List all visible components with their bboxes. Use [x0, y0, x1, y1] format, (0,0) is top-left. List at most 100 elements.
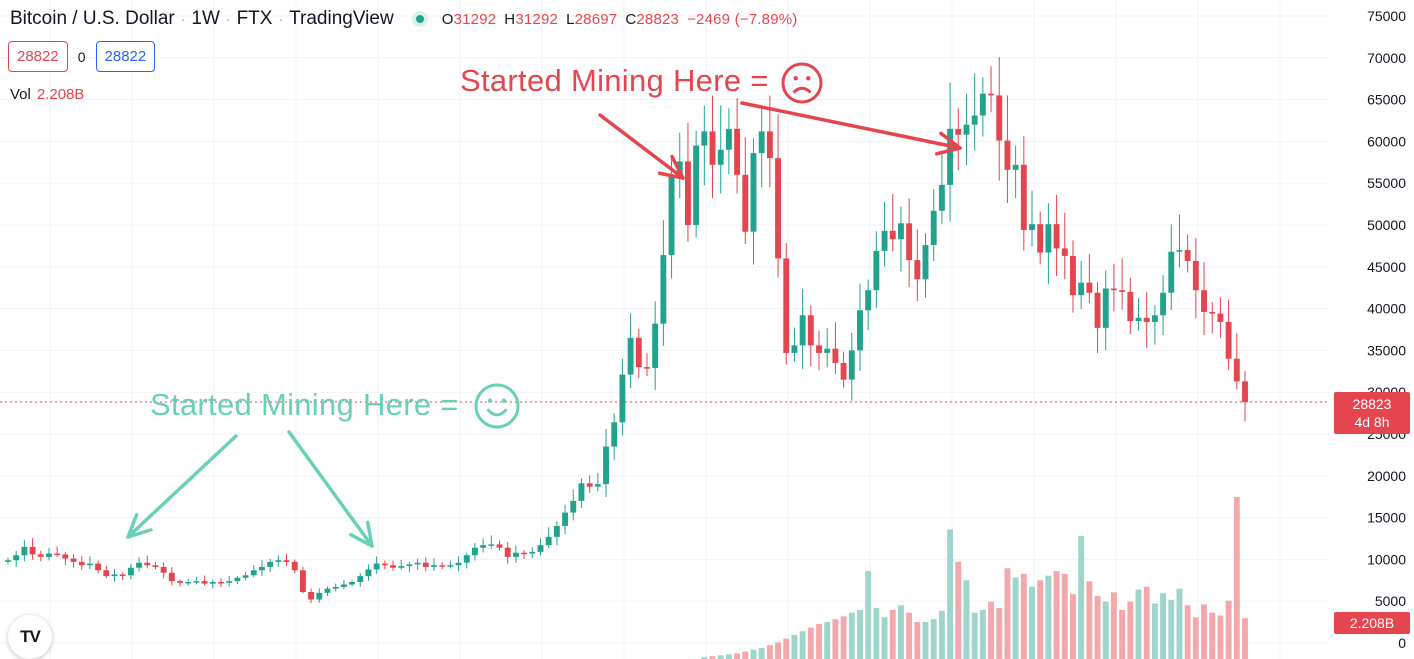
- candle-body: [996, 95, 1003, 141]
- sad-face-icon-mouth: [792, 86, 812, 94]
- arrow-to-early-base: [126, 434, 238, 539]
- candle-body: [406, 564, 413, 567]
- volume-bar: [881, 617, 888, 659]
- price-tick-label: 0: [1398, 635, 1406, 651]
- candle-body: [611, 422, 618, 447]
- candle-body: [275, 560, 282, 562]
- volume-bar: [1127, 601, 1134, 659]
- volume-bar: [1135, 589, 1142, 659]
- spread-value: 0: [77, 48, 86, 65]
- volume-bar: [1110, 592, 1117, 659]
- candle-body: [78, 561, 85, 566]
- candle-body: [13, 555, 20, 561]
- candle-body: [521, 552, 528, 555]
- open-value: 31292: [453, 10, 497, 28]
- volume-bar: [873, 608, 880, 659]
- candle-body: [627, 337, 634, 375]
- buy-button[interactable]: 28822: [95, 41, 156, 72]
- volume-bar: [897, 605, 904, 659]
- price-tick-label: 40000: [1367, 301, 1406, 317]
- candle-body: [431, 565, 437, 567]
- candle-body: [340, 584, 347, 587]
- candle-body: [95, 563, 102, 571]
- candle-body: [291, 561, 298, 571]
- candle-body: [267, 561, 274, 567]
- price-tick-label: 45000: [1367, 259, 1406, 275]
- sad-face-icon: [781, 62, 823, 104]
- candle-body: [824, 348, 831, 353]
- candle-body: [914, 260, 921, 280]
- candle-body: [422, 562, 429, 567]
- candle-body: [357, 576, 364, 582]
- candle-body: [889, 230, 896, 240]
- candle-body: [226, 581, 233, 583]
- candle-body: [848, 350, 855, 380]
- candle-body: [349, 581, 356, 585]
- volume-bar: [1045, 575, 1052, 659]
- candle-body: [1102, 288, 1109, 328]
- volume-bar: [1012, 577, 1019, 659]
- candle-body: [455, 562, 462, 566]
- chart-legend: Bitcoin / U.S. Dollar · 1W · FTX · Tradi…: [10, 8, 797, 30]
- candle-body: [537, 545, 544, 552]
- sell-button[interactable]: 28822: [8, 41, 68, 72]
- volume-bar: [709, 656, 716, 659]
- volume-bar: [750, 649, 757, 659]
- candle-body: [398, 566, 405, 568]
- volume-bar: [1192, 617, 1199, 659]
- volume-bar: [742, 651, 749, 659]
- candle-body: [701, 131, 708, 146]
- candle-body: [127, 567, 134, 576]
- separator: ·: [180, 11, 186, 27]
- market-status-icon[interactable]: [411, 11, 428, 27]
- candle-body: [783, 258, 790, 353]
- candle-body: [136, 562, 143, 568]
- volume-bar: [1233, 497, 1240, 659]
- candle-body: [471, 547, 478, 556]
- candle-body: [185, 581, 192, 584]
- candle-body: [881, 230, 888, 251]
- volume-bar: [1053, 571, 1060, 659]
- candle-body: [160, 566, 167, 573]
- volume-bar: [766, 645, 773, 659]
- candle-body: [938, 184, 945, 211]
- volume-bar: [1029, 586, 1035, 659]
- tradingview-logo[interactable]: TV: [8, 615, 52, 659]
- high-label: H: [504, 10, 516, 28]
- candle-body: [324, 588, 331, 593]
- candle-body: [971, 115, 978, 125]
- candle-body: [897, 223, 904, 240]
- interval[interactable]: 1W: [191, 8, 220, 29]
- data-source: TradingView: [289, 8, 394, 29]
- candle-body: [1061, 248, 1068, 256]
- candle-body: [283, 560, 290, 562]
- symbol-name[interactable]: Bitcoin / U.S. Dollar: [10, 8, 175, 29]
- low-label: L: [566, 10, 575, 28]
- candle-body: [512, 552, 519, 557]
- close-label: C: [625, 10, 637, 28]
- arrow-to-second-peak: [740, 101, 962, 150]
- candle-body: [586, 483, 593, 487]
- candle-body: [717, 149, 724, 165]
- open-label: O: [441, 10, 454, 28]
- price-tick-label: 10000: [1367, 551, 1406, 567]
- candle-body: [54, 553, 61, 556]
- candle-body: [1029, 224, 1035, 231]
- volume-bar: [906, 612, 913, 659]
- candle-body: [1242, 381, 1248, 403]
- volume-bar: [1037, 580, 1044, 659]
- volume-value: 2.208B: [36, 86, 85, 103]
- candle-body: [758, 131, 765, 154]
- volume-bar: [1070, 594, 1076, 659]
- volume-bar: [816, 623, 822, 659]
- candle-body: [922, 245, 929, 280]
- candle-body: [684, 161, 691, 225]
- volume-bar: [799, 631, 806, 659]
- candle-body: [1045, 224, 1052, 253]
- volume-bar: [1020, 573, 1027, 659]
- candle-body: [1192, 260, 1199, 291]
- candle-body: [635, 337, 642, 368]
- candle-body: [578, 483, 585, 501]
- volume-label[interactable]: Vol: [10, 86, 31, 103]
